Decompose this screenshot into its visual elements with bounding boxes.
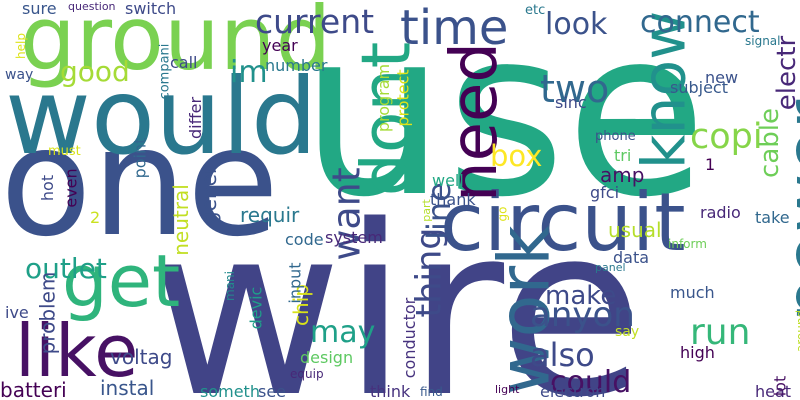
word-heat: heat bbox=[755, 382, 792, 400]
word-light: light bbox=[495, 383, 520, 396]
word-design: design bbox=[300, 348, 354, 367]
word-thank: thank bbox=[430, 190, 476, 209]
word-tri: tri bbox=[614, 146, 632, 165]
word-panel: panel bbox=[595, 261, 626, 274]
word-think: think bbox=[370, 382, 411, 400]
word-time: time bbox=[400, 0, 509, 56]
word-conductor: conductor bbox=[400, 297, 420, 379]
word-sure: sure bbox=[22, 0, 57, 18]
word-box: box bbox=[490, 139, 543, 173]
word-mani: mani bbox=[222, 271, 237, 301]
word-anyon: anyon bbox=[530, 295, 635, 335]
word-outlet: outlet bbox=[25, 252, 107, 285]
word-hot: hot bbox=[38, 174, 58, 202]
word-well: well bbox=[432, 171, 464, 190]
word-inform: inform bbox=[668, 237, 707, 251]
word-question: question bbox=[68, 0, 116, 13]
word-batteri: batteri bbox=[0, 378, 67, 400]
word-gfci: gfci bbox=[590, 183, 620, 202]
word-make: make bbox=[545, 281, 617, 311]
word-ground: ground bbox=[20, 0, 332, 90]
word-instal: instal bbox=[100, 376, 155, 400]
word-like: like bbox=[15, 309, 139, 393]
word-im: im bbox=[230, 55, 268, 90]
word-good: good bbox=[60, 55, 130, 88]
word-even: even bbox=[61, 168, 81, 208]
word-much: much bbox=[670, 283, 715, 302]
word-requir: requir bbox=[240, 203, 300, 227]
word-see: see bbox=[258, 382, 287, 400]
word-around: around bbox=[794, 309, 800, 353]
word-code: code bbox=[285, 230, 324, 249]
word-program: program bbox=[374, 63, 394, 133]
word-run: run bbox=[690, 312, 751, 353]
word-must: must bbox=[48, 144, 81, 159]
word-1: 1 bbox=[705, 155, 716, 174]
word-system: system bbox=[325, 228, 383, 247]
word-2: 2 bbox=[90, 208, 101, 227]
word-get: get bbox=[62, 239, 181, 323]
word-subject: subject bbox=[670, 78, 728, 97]
word-ive: ive bbox=[5, 303, 29, 322]
word-year: year bbox=[262, 36, 298, 55]
word-find: find bbox=[420, 385, 443, 399]
word-may: may bbox=[310, 315, 376, 350]
word-differ: differ bbox=[186, 96, 206, 140]
word-devic: devic bbox=[246, 286, 266, 330]
word-amp: amp bbox=[600, 163, 645, 187]
word-voltag: voltag bbox=[110, 345, 173, 369]
word-use: use bbox=[300, 0, 708, 248]
word-part: part bbox=[419, 199, 433, 222]
word-gener: gener bbox=[197, 165, 222, 225]
word-problem: problem bbox=[35, 271, 60, 355]
word-connect: connect bbox=[640, 5, 760, 40]
word-cable: cable bbox=[754, 108, 785, 178]
word-lot: lot bbox=[770, 375, 790, 397]
word-switch: switch bbox=[125, 0, 177, 18]
word-could: could bbox=[550, 365, 632, 400]
word-compani: compani bbox=[157, 43, 173, 100]
word-look: look bbox=[545, 7, 608, 42]
word-go: go bbox=[495, 206, 510, 222]
word-one: one bbox=[0, 96, 280, 270]
word-signal: signal bbox=[745, 34, 781, 48]
word-phone: phone bbox=[595, 129, 636, 144]
word-copi: copi bbox=[690, 117, 763, 157]
word-sinc: sinc bbox=[555, 93, 587, 112]
word-say: say bbox=[615, 324, 640, 340]
word-point: point bbox=[130, 137, 150, 179]
word-radio: radio bbox=[700, 203, 741, 222]
word-someth: someth bbox=[200, 382, 260, 400]
word-number: number bbox=[265, 56, 328, 75]
word-wire: wire bbox=[150, 176, 644, 400]
word-circuit: circuit bbox=[440, 176, 686, 269]
word-data: data bbox=[613, 248, 650, 267]
word-electron: electron bbox=[540, 382, 606, 400]
word-usual: usual bbox=[608, 218, 662, 242]
word-equip: equip bbox=[290, 367, 324, 381]
word-new: new bbox=[705, 68, 739, 87]
word-also: also bbox=[530, 336, 595, 374]
word-high: high bbox=[680, 343, 715, 362]
word-current: current bbox=[255, 2, 375, 41]
word-take: take bbox=[755, 208, 790, 227]
word-input: input bbox=[285, 262, 305, 304]
word-neutral: neutral bbox=[168, 184, 193, 256]
word-etc: etc bbox=[525, 3, 546, 18]
word-would: would bbox=[5, 56, 318, 178]
word-help: help bbox=[13, 33, 28, 59]
word-two: two bbox=[540, 67, 610, 111]
word-protect: protect bbox=[393, 69, 413, 127]
word-call: call bbox=[170, 53, 198, 72]
word-way: way bbox=[5, 67, 34, 83]
